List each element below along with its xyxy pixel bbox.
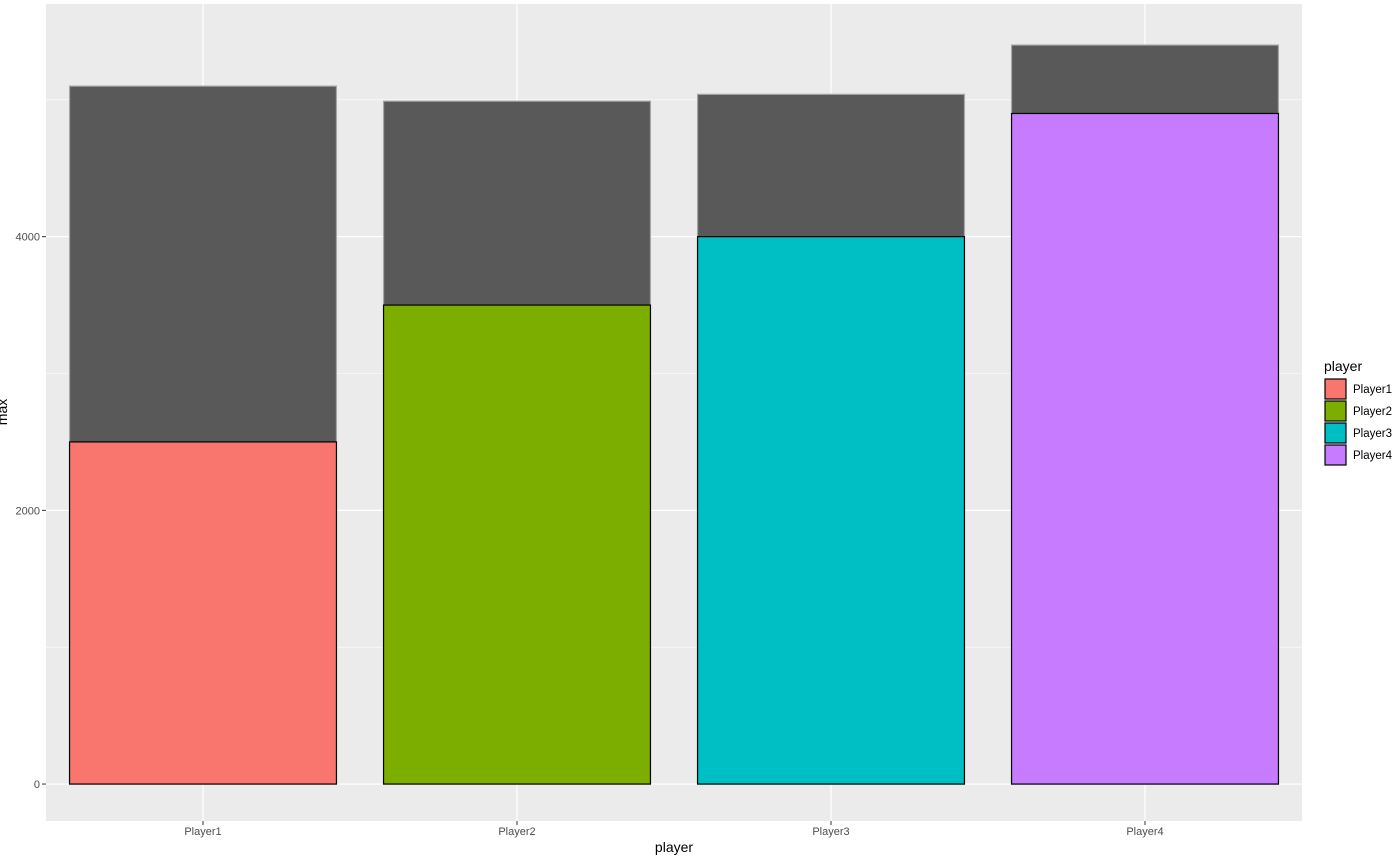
x-tick-label: Player1 xyxy=(184,826,221,838)
y-axis: 0 2000 4000 xyxy=(16,232,46,791)
x-axis: Player1 Player2 Player3 Player4 xyxy=(184,821,1164,838)
legend-label-player4: Player4 xyxy=(1353,450,1393,462)
legend-label-player3: Player3 xyxy=(1353,428,1392,440)
legend-swatch-player1 xyxy=(1324,378,1347,400)
x-axis-title: player xyxy=(655,839,693,855)
bar-player2 xyxy=(382,304,652,785)
y-axis-title: max xyxy=(0,399,10,425)
x-tick-label: Player3 xyxy=(812,826,849,838)
y-tick-label: 0 xyxy=(34,779,40,791)
legend-swatch-player4 xyxy=(1324,444,1347,466)
x-tick-label: Player4 xyxy=(1126,826,1163,838)
bars xyxy=(68,44,1280,785)
legend-label-player2: Player2 xyxy=(1353,406,1392,418)
legend-label-player1: Player1 xyxy=(1353,384,1392,396)
bar-player1 xyxy=(68,441,338,785)
legend: player Player1 Player2 Player3 Player4 xyxy=(1324,358,1393,466)
y-tick-label: 2000 xyxy=(16,505,40,517)
legend-swatch-player3 xyxy=(1324,422,1347,444)
y-tick-label: 4000 xyxy=(16,232,40,244)
legend-title: player xyxy=(1324,358,1362,374)
bar-player4 xyxy=(1010,112,1280,785)
legend-swatch-player2 xyxy=(1324,400,1347,422)
bar-player3 xyxy=(696,236,966,785)
x-tick-label: Player2 xyxy=(498,826,535,838)
